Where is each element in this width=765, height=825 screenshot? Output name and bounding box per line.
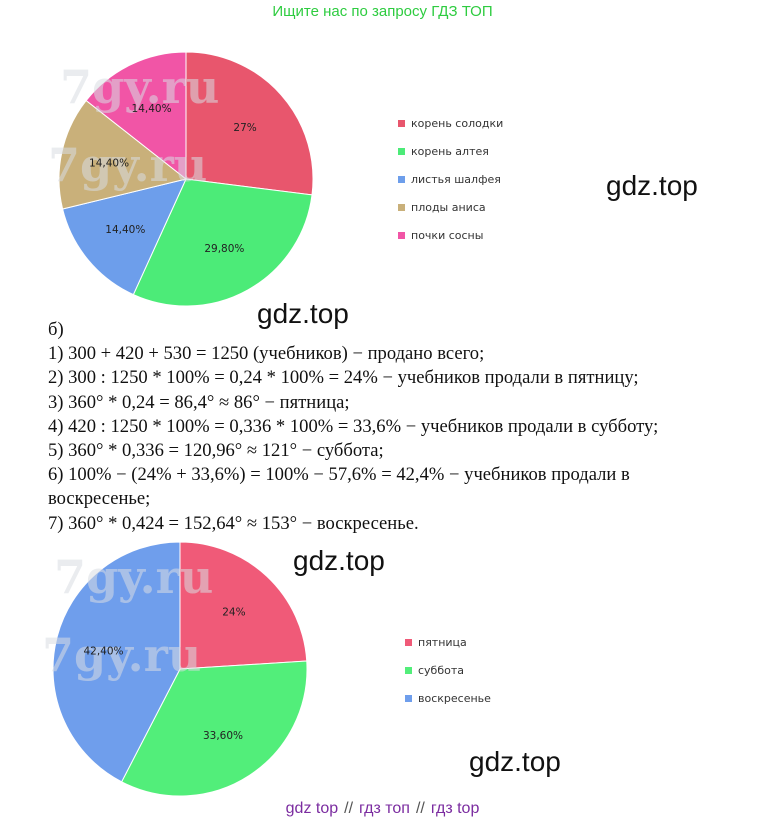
legend-item: почки сосны — [398, 221, 503, 249]
footer-separator: // — [415, 800, 425, 817]
slice-label: 14,40% — [132, 103, 172, 115]
solution-line: 2) 300 : 1250 * 100% = 0,24 * 100% = 24%… — [48, 367, 639, 389]
solution-text: б) 1) 300 + 420 + 530 = 1250 (учебников) … — [48, 318, 758, 536]
pie-slice — [61, 178, 187, 296]
legend-swatch — [405, 666, 412, 674]
legend-days: пятница суббота воскресенье — [405, 628, 491, 712]
watermark-gdz-2: gdz.top — [257, 298, 349, 329]
pie-chart-days-svg: 7gy.ru 7gy.ru 24% 33,60% 42,40% — [42, 541, 308, 797]
legend-swatch — [405, 694, 412, 702]
footer-link-3[interactable]: гдз top — [430, 800, 480, 817]
slice-label: 24% — [222, 607, 245, 619]
footer-separator: // — [344, 800, 354, 817]
solution-line: б) — [48, 319, 64, 340]
pie-slice — [52, 541, 181, 783]
legend-label: воскресенье — [418, 691, 491, 705]
footer-link-1[interactable]: gdz top — [285, 800, 339, 817]
legend-item: корень солодки — [398, 109, 503, 137]
legend-swatch — [398, 119, 405, 127]
legend-swatch — [405, 638, 412, 646]
search-banner[interactable]: Ищите нас по запросу ГДЗ ТОП — [272, 3, 493, 20]
site-watermark: 7gy.ru — [48, 138, 207, 192]
legend-item: суббота — [405, 656, 491, 684]
pie-slice — [85, 51, 187, 181]
slice-label: 27% — [233, 122, 256, 134]
footer-links: gdz top // гдз топ // гдз top — [0, 800, 765, 818]
pie-slice — [120, 660, 308, 797]
legend-label: корень алтея — [411, 144, 489, 158]
pie-chart-herbs: 7gy.ru 7gy.ru 27% 29,80% 14,40% 14,40% 14,40% — [48, 51, 314, 307]
legend-label: почки сосны — [411, 228, 484, 242]
legend-herbs: корень солодки корень алтея листья шалфея п… — [398, 109, 503, 249]
solution-line: 6) 100% − (24% + 33,6%) = 100% − 57,6% =… — [48, 464, 630, 486]
legend-item: пятница — [405, 628, 491, 656]
slice-label: 29,80% — [204, 243, 244, 255]
legend-swatch — [398, 231, 405, 239]
watermark-gdz-3: gdz.top — [293, 545, 385, 576]
legend-item: плоды аниса — [398, 193, 503, 221]
solution-line: 5) 360° * 0,336 = 120,96° ≈ 121° − суббо… — [48, 440, 384, 462]
pie-slice — [185, 51, 314, 196]
footer-link-2[interactable]: гдз топ — [359, 800, 410, 817]
site-watermark: 7gy.ru — [60, 60, 219, 114]
solution-line: 1) 300 + 420 + 530 = 1250 (учебников) − … — [48, 343, 485, 365]
pie-slice — [58, 99, 188, 210]
legend-swatch — [398, 147, 405, 155]
legend-swatch — [398, 175, 405, 183]
pie-slice — [132, 178, 313, 307]
slice-label: 14,40% — [89, 157, 129, 169]
solution-line: 7) 360° * 0,424 = 152,64° ≈ 153° − воскр… — [48, 512, 419, 534]
watermark-gdz-1: gdz.top — [606, 170, 698, 201]
legend-item: листья шалфея — [398, 165, 503, 193]
pie-chart-days: 7gy.ru 7gy.ru 24% 33,60% 42,40% — [42, 541, 308, 797]
watermark-gdz-4: gdz.top — [469, 746, 561, 777]
pie-slice — [179, 541, 308, 670]
slice-label: 14,40% — [105, 224, 145, 236]
solution-line: воскресенье; — [48, 488, 151, 510]
legend-label: суббота — [418, 663, 465, 677]
legend-item: корень алтея — [398, 137, 503, 165]
legend-label: пятница — [418, 635, 467, 649]
legend-item: воскресенье — [405, 684, 491, 712]
slice-label: 33,60% — [203, 730, 243, 742]
slice-label: 42,40% — [83, 645, 123, 657]
legend-label: плоды аниса — [411, 200, 486, 214]
legend-swatch — [398, 203, 405, 211]
pie-chart-herbs-svg: 7gy.ru 7gy.ru 27% 29,80% 14,40% 14,40% 14,40% — [48, 51, 314, 307]
site-watermark: 7gy.ru — [42, 628, 201, 682]
site-watermark: 7gy.ru — [54, 550, 213, 604]
solution-line: 3) 360° * 0,24 = 86,4° ≈ 86° − пятница; — [48, 391, 350, 413]
legend-label: корень солодки — [411, 116, 504, 130]
solution-line: 4) 420 : 1250 * 100% = 0,336 * 100% = 33… — [48, 415, 659, 437]
legend-label: листья шалфея — [411, 172, 501, 186]
